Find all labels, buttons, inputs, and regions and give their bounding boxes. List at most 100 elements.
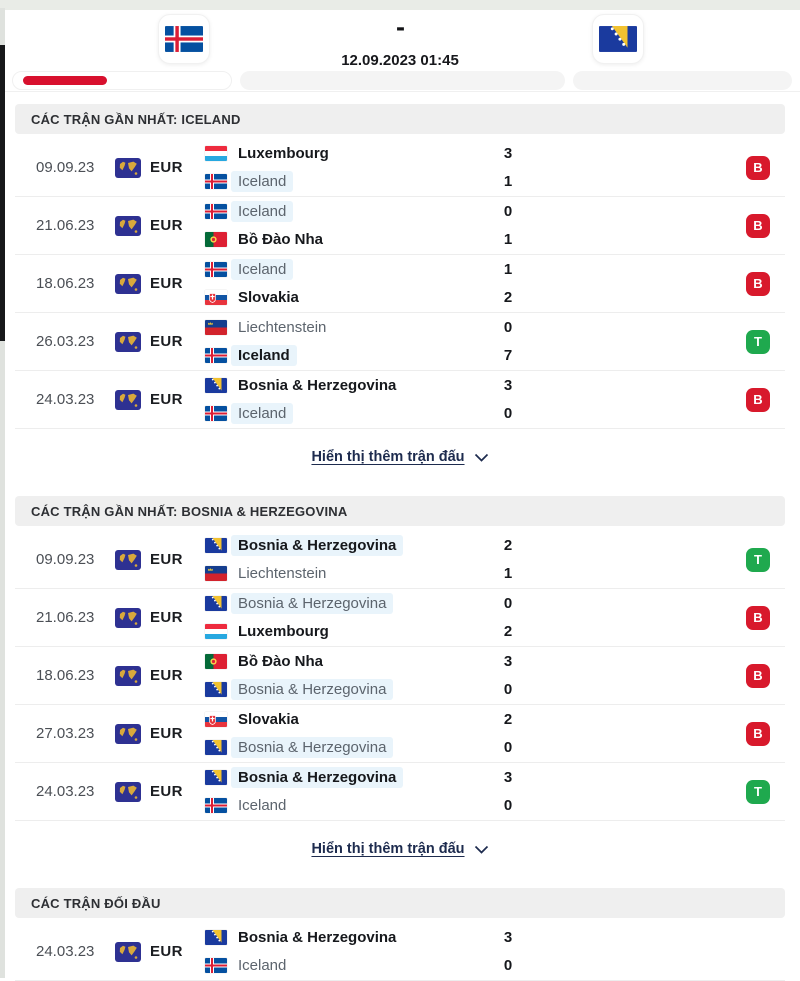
competition-label: EUR	[150, 609, 183, 626]
team-line: Liechtenstein 1	[205, 563, 785, 585]
iceland-flag-icon	[205, 174, 227, 189]
team-name: Iceland	[231, 171, 294, 192]
active-tab-indicator	[23, 76, 107, 85]
show-more-link[interactable]: Hiển thị thêm trận đấu	[311, 449, 488, 465]
competition-label: EUR	[150, 667, 183, 684]
team-line: Liechtenstein 0	[205, 317, 785, 339]
competition: EUR	[115, 781, 205, 802]
team-line: Iceland 7	[205, 345, 785, 367]
competition-label: EUR	[150, 333, 183, 350]
match-date: 24.03.23	[36, 783, 95, 800]
team-line: Bosnia & Herzegovina 0	[205, 593, 785, 615]
match-row[interactable]: 18.06.23 EUR Iceland 1 Slovakia 2 B	[15, 255, 785, 313]
match-header: - 12.09.2023 01:45	[0, 0, 800, 92]
competition: EUR	[115, 723, 205, 744]
competition-label: EUR	[150, 551, 183, 568]
team-score: 2	[503, 623, 513, 640]
section-title: CÁC TRẬN ĐỐI ĐẦU	[31, 895, 161, 911]
match-row[interactable]: 09.09.23 EUR Luxembourg 3 Iceland 1 B	[15, 139, 785, 197]
teams-column: Bosnia & Herzegovina 0 Luxembourg 2	[205, 593, 785, 643]
eur-competition-icon	[115, 157, 141, 178]
match-date: 24.03.23	[36, 391, 95, 408]
match-date: 21.06.23	[36, 609, 95, 626]
result-badge: B	[746, 213, 770, 238]
team-line: Iceland 1	[205, 171, 785, 193]
match-row[interactable]: 21.06.23 EUR Iceland 0 Bồ Đào Nha 1 B	[15, 197, 785, 255]
tab-3[interactable]	[573, 71, 792, 90]
teams-column: Iceland 0 Bồ Đào Nha 1	[205, 201, 785, 251]
competition: EUR	[115, 331, 205, 352]
chevron-down-icon	[474, 845, 488, 854]
show-more-row: Hiển thị thêm trận đấu	[15, 429, 785, 484]
match-section: CÁC TRẬN ĐỐI ĐẦU 24.03.23 EUR Bosnia & H…	[15, 888, 785, 981]
team-name: Bosnia & Herzegovina	[238, 377, 397, 394]
team-score: 3	[503, 145, 513, 162]
team-line: Bosnia & Herzegovina 0	[205, 737, 785, 759]
match-list: 24.03.23 EUR Bosnia & Herzegovina 3 Icelan…	[15, 923, 785, 981]
luxembourg-flag-icon	[205, 624, 227, 639]
teams-column: Slovakia 2 Bosnia & Herzegovina 0	[205, 709, 785, 759]
team-line: Iceland 1	[205, 259, 785, 281]
eur-competition-icon	[115, 389, 141, 410]
teams-column: Iceland 1 Slovakia 2	[205, 259, 785, 309]
iceland-flag-icon	[165, 26, 203, 52]
bosnia-flag-icon	[205, 770, 227, 785]
team-score: 0	[503, 797, 513, 814]
sections-container: CÁC TRẬN GẦN NHẤT: ICELAND 09.09.23 EUR …	[0, 104, 800, 981]
result-badge: B	[746, 605, 770, 630]
match-date: 18.06.23	[36, 667, 95, 684]
home-team-flag-card	[158, 14, 210, 64]
team-name: Iceland	[238, 797, 287, 814]
match-date: 18.06.23	[36, 275, 95, 292]
team-line: Bosnia & Herzegovina 0	[205, 679, 785, 701]
result-badge: T	[746, 779, 770, 804]
team-score: 3	[503, 929, 513, 946]
competition-label: EUR	[150, 943, 183, 960]
match-row[interactable]: 09.09.23 EUR Bosnia & Herzegovina 2 Liecht…	[15, 531, 785, 589]
competition: EUR	[115, 665, 205, 686]
team-name: Liechtenstein	[238, 565, 327, 582]
result-badge: B	[746, 155, 770, 180]
team-score: 0	[503, 595, 513, 612]
match-date: 27.03.23	[36, 725, 95, 742]
match-row[interactable]: 24.03.23 EUR Bosnia & Herzegovina 3 Icelan…	[15, 763, 785, 821]
match-row[interactable]: 21.06.23 EUR Bosnia & Herzegovina 0 Luxemb…	[15, 589, 785, 647]
match-row[interactable]: 24.03.23 EUR Bosnia & Herzegovina 3 Icelan…	[15, 923, 785, 981]
team-name: Iceland	[231, 345, 297, 366]
slovakia-flag-icon	[205, 290, 227, 305]
tab-2[interactable]	[240, 71, 565, 90]
slovakia-flag-icon	[205, 712, 227, 727]
bosnia-flag-icon	[205, 930, 227, 945]
teams-column: Liechtenstein 0 Iceland 7	[205, 317, 785, 367]
team-name: Iceland	[231, 403, 294, 424]
luxembourg-flag-icon	[205, 146, 227, 161]
eur-competition-icon	[115, 607, 141, 628]
team-score: 0	[503, 405, 513, 422]
match-row[interactable]: 26.03.23 EUR Liechtenstein 0 Iceland 7 T	[15, 313, 785, 371]
team-score: 1	[503, 173, 513, 190]
team-score: 0	[503, 319, 513, 336]
team-name: Slovakia	[238, 289, 299, 306]
tab-active[interactable]	[12, 71, 232, 90]
match-row[interactable]: 18.06.23 EUR Bồ Đào Nha 3 Bosnia & Herzego…	[15, 647, 785, 705]
team-name: Bosnia & Herzegovina	[231, 737, 394, 758]
iceland-flag-icon	[205, 348, 227, 363]
team-line: Bosnia & Herzegovina 3	[205, 767, 785, 789]
team-line: Bosnia & Herzegovina 2	[205, 535, 785, 557]
team-score: 2	[503, 711, 513, 728]
team-line: Bosnia & Herzegovina 3	[205, 375, 785, 397]
competition: EUR	[115, 941, 205, 962]
competition-label: EUR	[150, 783, 183, 800]
result-badge: T	[746, 329, 770, 354]
team-name: Bosnia & Herzegovina	[231, 593, 394, 614]
team-score: 1	[503, 261, 513, 278]
show-more-link[interactable]: Hiển thị thêm trận đấu	[311, 841, 488, 857]
team-name: Iceland	[231, 201, 294, 222]
match-date: 24.03.23	[36, 943, 95, 960]
eur-competition-icon	[115, 273, 141, 294]
match-row[interactable]: 24.03.23 EUR Bosnia & Herzegovina 3 Icelan…	[15, 371, 785, 429]
match-list: 09.09.23 EUR Bosnia & Herzegovina 2 Liecht…	[15, 531, 785, 821]
team-name: Bosnia & Herzegovina	[231, 679, 394, 700]
score-dash-icon: -	[396, 12, 405, 42]
match-row[interactable]: 27.03.23 EUR Slovakia 2 Bosnia & Herzegovi…	[15, 705, 785, 763]
